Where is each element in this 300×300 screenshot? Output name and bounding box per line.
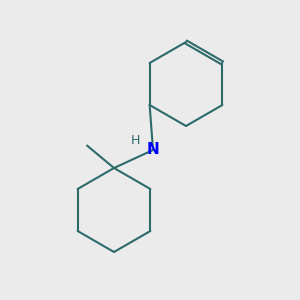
Text: N: N (147, 142, 159, 158)
Text: H: H (130, 134, 140, 148)
